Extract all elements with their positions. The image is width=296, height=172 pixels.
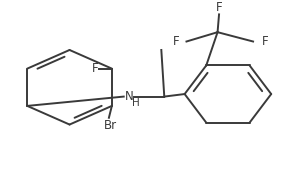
Text: F: F xyxy=(92,62,99,75)
Text: F: F xyxy=(216,1,222,14)
Text: F: F xyxy=(173,35,179,48)
Text: Br: Br xyxy=(104,119,117,132)
Text: N: N xyxy=(124,90,133,103)
Text: F: F xyxy=(262,35,268,48)
Text: H: H xyxy=(132,98,140,108)
